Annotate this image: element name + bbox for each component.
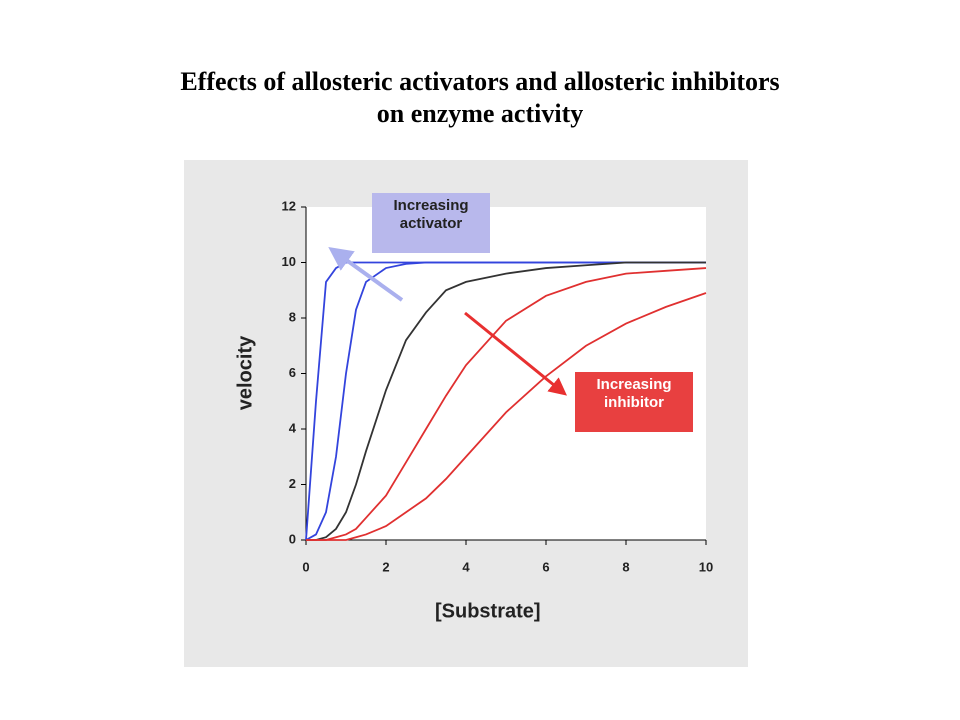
x-tick-label: 6	[542, 559, 549, 574]
y-tick-label: 2	[289, 476, 296, 491]
y-tick-label: 12	[282, 198, 296, 213]
annotation: Increasing activator	[372, 193, 490, 253]
x-tick-label: 0	[302, 559, 309, 574]
y-tick-label: 10	[282, 254, 296, 269]
y-tick-label: 0	[289, 531, 296, 546]
y-tick-label: 4	[289, 420, 297, 435]
series-line	[306, 292, 707, 541]
x-tick-label: 4	[462, 559, 470, 574]
x-tick-label: 10	[699, 559, 713, 574]
series-line	[306, 267, 707, 541]
series-line	[305, 261, 706, 541]
x-axis-label: [Substrate]	[435, 600, 541, 622]
y-axis-label: velocity	[234, 335, 256, 410]
annotation: Increasing inhibitor	[575, 372, 693, 432]
y-tick-label: 8	[289, 309, 296, 324]
x-tick-label: 8	[622, 559, 629, 574]
series-line	[306, 261, 706, 541]
x-tick-label: 2	[382, 559, 389, 574]
y-tick-label: 6	[289, 365, 296, 380]
chart-title: Effects of allosteric activators and all…	[180, 67, 780, 128]
arrow	[464, 311, 567, 396]
arrow	[328, 246, 404, 302]
